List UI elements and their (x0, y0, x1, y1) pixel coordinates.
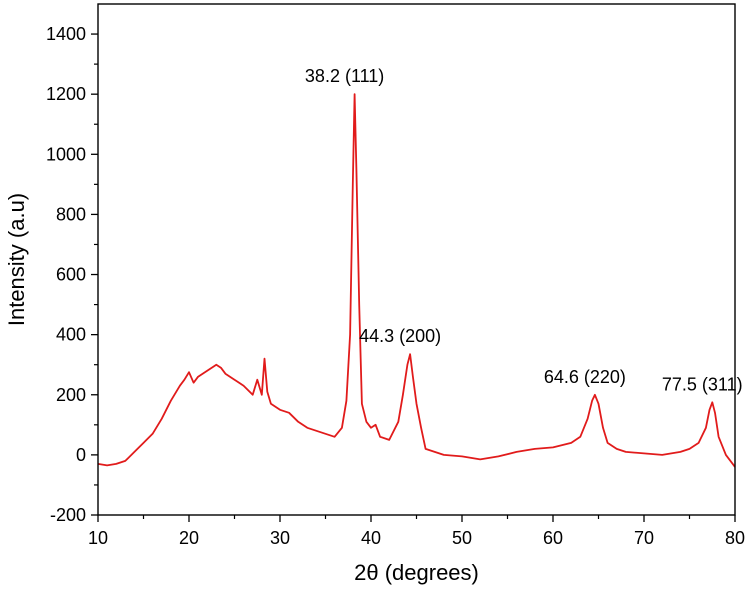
y-tick-label: 1200 (46, 84, 86, 104)
y-tick-label: 1000 (46, 144, 86, 164)
series-line-1 (97, 93, 736, 468)
x-axis: 10 20 30 40 50 60 70 80 (88, 515, 745, 548)
y-tick-label: 800 (56, 204, 86, 224)
y-tick-label: 0 (76, 445, 86, 465)
y-axis: -200 0 200 400 600 800 1000 1200 1400 (46, 24, 98, 525)
x-tick-label: 30 (270, 528, 290, 548)
peak-label: 77.5 (311) (662, 374, 743, 394)
y-tick-label: 400 (56, 325, 86, 345)
x-tick-label: 10 (88, 528, 108, 548)
peak-label: 44.3 (200) (359, 326, 441, 346)
y-axis-label: Intensity (a.u) (4, 193, 29, 326)
y-tick-label: -200 (50, 505, 86, 525)
plot-area (97, 93, 736, 468)
x-tick-label: 50 (452, 528, 472, 548)
x-tick-label: 20 (179, 528, 199, 548)
y-tick-label: 1400 (46, 24, 86, 44)
x-tick-label: 60 (543, 528, 563, 548)
y-tick-label: 200 (56, 385, 86, 405)
peak-label: 64.6 (220) (544, 367, 626, 387)
x-axis-label: 2θ (degrees) (354, 560, 479, 585)
y-tick-label: 600 (56, 265, 86, 285)
plot-frame (97, 3, 736, 516)
peak-label: 38.2 (111) (305, 66, 384, 86)
x-tick-label: 80 (725, 528, 745, 548)
x-tick-label: 70 (634, 528, 654, 548)
x-tick-label: 40 (361, 528, 381, 548)
peak-annotations: 38.2 (111) 44.3 (200) 64.6 (220) 77.5 (311) (305, 66, 743, 394)
